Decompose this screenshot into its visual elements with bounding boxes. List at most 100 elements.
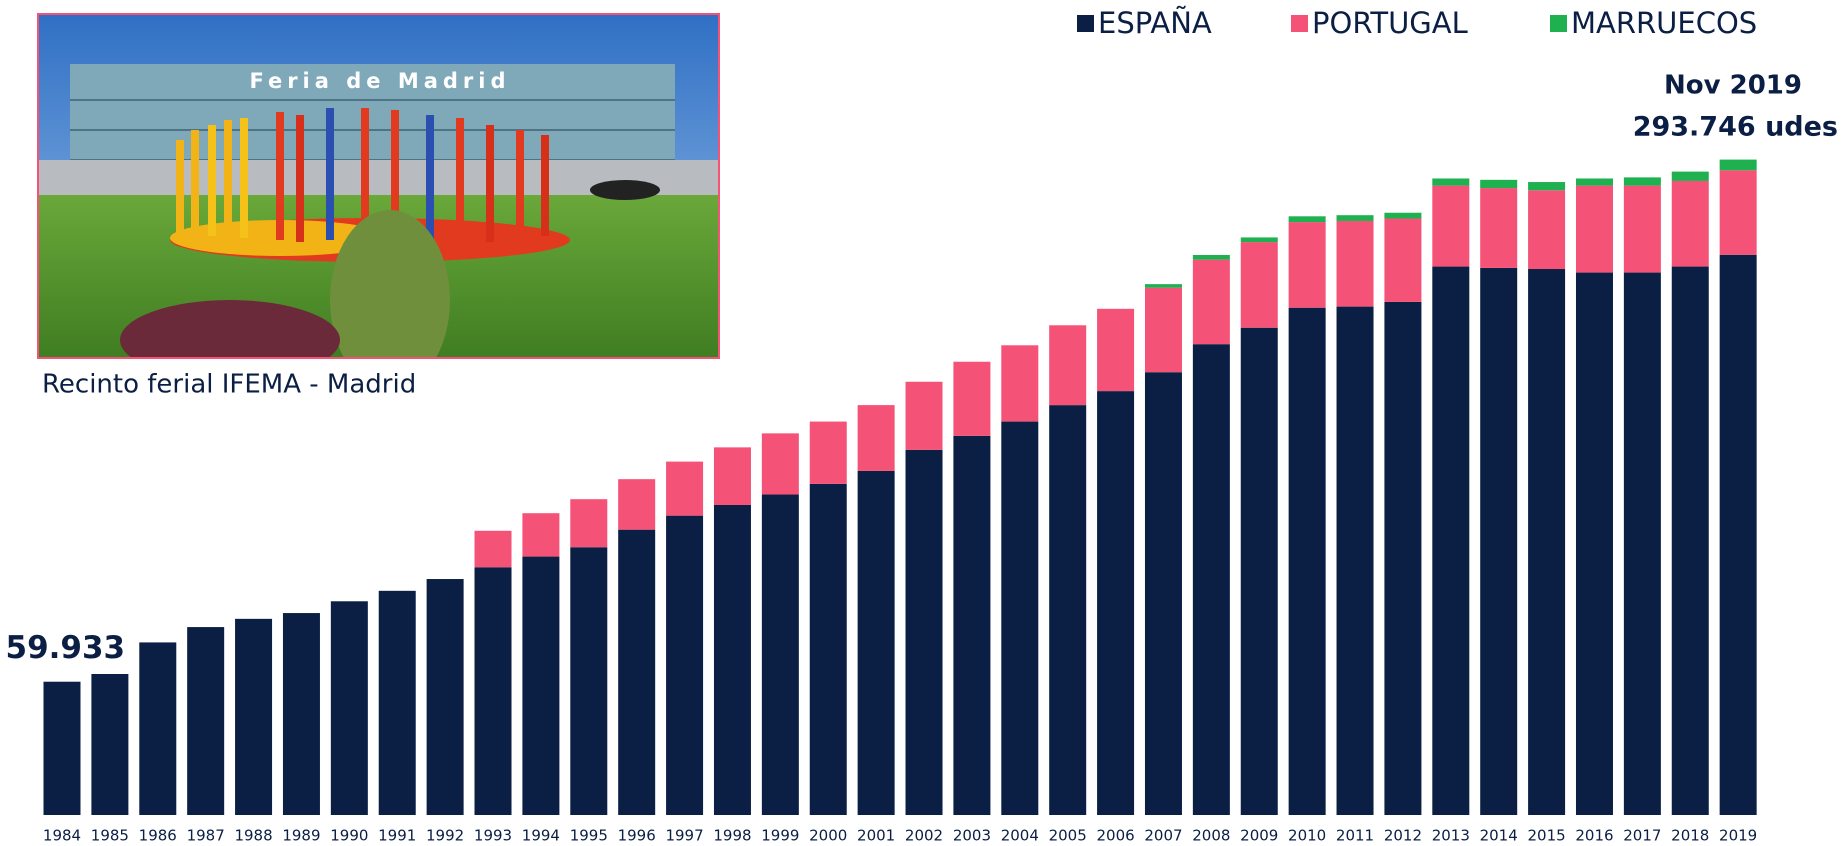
annotation: 293.746 udes: [1633, 112, 1838, 143]
bar-segment: [570, 547, 607, 815]
bar-segment: [1384, 302, 1421, 815]
legend-swatch: [1550, 15, 1567, 32]
x-tick-label: 2009: [1240, 827, 1278, 845]
x-tick-label: 2011: [1336, 827, 1374, 845]
bar-segment: [1241, 328, 1278, 815]
bar-segment: [1193, 260, 1230, 345]
bar-segment: [1432, 267, 1469, 815]
x-tick-label: 2005: [1049, 827, 1087, 845]
bar-segment: [522, 557, 559, 815]
bar-segment: [1241, 237, 1278, 242]
x-tick-label: 1987: [187, 827, 225, 845]
x-tick-label: 2004: [1001, 827, 1039, 845]
bar-segment: [187, 627, 224, 815]
x-tick-label: 2017: [1623, 827, 1661, 845]
bar-segment: [1289, 216, 1326, 222]
bar-segment: [1624, 273, 1661, 815]
legend-label: ESPAÑA: [1098, 6, 1212, 40]
bar-segment: [1672, 267, 1709, 815]
bar-segment: [1337, 307, 1374, 815]
bar-segment: [1528, 190, 1565, 269]
x-tick-label: 2007: [1144, 827, 1182, 845]
x-tick-label: 2015: [1527, 827, 1565, 845]
bar-segment: [1145, 372, 1182, 815]
x-tick-label: 2018: [1671, 827, 1709, 845]
bar-segment: [1576, 273, 1613, 815]
data-label: 59.933: [6, 630, 126, 666]
chart: Feria de Madrid Recinto ferial IFEMA - M…: [0, 0, 1841, 846]
bar-segment: [906, 450, 943, 815]
bar-segment: [1432, 186, 1469, 267]
bar-segment: [1193, 255, 1230, 260]
bar-segment: [1145, 288, 1182, 373]
bar-segment: [283, 613, 320, 815]
x-tick-label: 2001: [857, 827, 895, 845]
x-tick-label: 2008: [1192, 827, 1230, 845]
photo-caption: Recinto ferial IFEMA - Madrid: [42, 370, 416, 400]
x-tick-label: 1994: [522, 827, 560, 845]
x-tick-label: 2019: [1719, 827, 1757, 845]
bar-segment: [235, 619, 272, 815]
x-tick-label: 1991: [378, 827, 416, 845]
bar-segment: [475, 567, 512, 815]
bar-segment: [906, 382, 943, 450]
x-tick-label: 2016: [1575, 827, 1613, 845]
x-tick-label: 2012: [1384, 827, 1422, 845]
bar-segment: [1337, 221, 1374, 307]
bar-segment: [1480, 180, 1517, 188]
bar-segment: [522, 513, 559, 556]
x-tick-label: 1985: [91, 827, 129, 845]
bar-segment: [570, 499, 607, 547]
bar-segment: [1576, 186, 1613, 273]
bar-segment: [1097, 309, 1134, 391]
bar-segment: [762, 495, 799, 815]
x-tick-label: 1999: [761, 827, 799, 845]
legend-label: PORTUGAL: [1312, 6, 1468, 40]
bar-segment: [1337, 215, 1374, 221]
photo-sign: Feria de Madrid: [249, 69, 510, 93]
legend-swatch: [1291, 15, 1308, 32]
x-tick-label: 1986: [139, 827, 177, 845]
bar-segment: [427, 579, 464, 815]
bar-segment: [858, 471, 895, 815]
photo: Feria de Madrid: [38, 14, 719, 390]
bar-segment: [1289, 308, 1326, 815]
bar-segment: [1624, 177, 1661, 185]
bar-segment: [1528, 182, 1565, 190]
bar-segment: [1193, 344, 1230, 815]
bar-segment: [1432, 178, 1469, 185]
bar-segment: [1049, 325, 1086, 405]
bar-segment: [1672, 181, 1709, 267]
x-tick-label: 1996: [618, 827, 656, 845]
x-tick-label: 1990: [330, 827, 368, 845]
x-tick-label: 2014: [1480, 827, 1518, 845]
bar-segment: [1720, 255, 1757, 815]
x-tick-label: 1995: [570, 827, 608, 845]
bar-segment: [1289, 222, 1326, 308]
bar-segment: [44, 682, 81, 815]
bar-segment: [475, 531, 512, 567]
bar-segment: [1672, 172, 1709, 181]
bar-segment: [1241, 242, 1278, 328]
bar-segment: [1384, 213, 1421, 219]
bar-segment: [1097, 391, 1134, 815]
x-tick-label: 2006: [1096, 827, 1134, 845]
annotation: Nov 2019: [1664, 71, 1802, 101]
bar-segment: [331, 601, 368, 815]
bar-segment: [714, 505, 751, 815]
legend-swatch: [1077, 15, 1094, 32]
bar-segment: [1528, 269, 1565, 815]
x-tick-label: 2010: [1288, 827, 1326, 845]
bar-segment: [618, 530, 655, 815]
bar-segment: [953, 436, 990, 815]
bar-segment: [1145, 284, 1182, 288]
x-tick-label: 2002: [905, 827, 943, 845]
bar-segment: [858, 405, 895, 471]
bar-segment: [666, 516, 703, 815]
x-tick-label: 1984: [43, 827, 81, 845]
x-tick-label: 2013: [1432, 827, 1470, 845]
bar-segment: [618, 479, 655, 529]
legend-label: MARRUECOS: [1571, 6, 1757, 40]
bar-segment: [1480, 188, 1517, 268]
bar-segment: [91, 674, 128, 815]
